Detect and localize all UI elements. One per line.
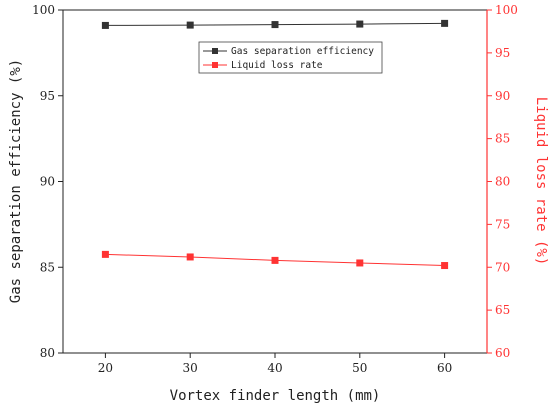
legend-box [198, 41, 383, 74]
legend-marker-liquid [212, 62, 218, 68]
left-y-tick-label: 80 [40, 346, 55, 360]
right-y-axis-title: Liquid loss rate (%) [533, 97, 549, 266]
legend: Gas separation efficiency Liquid loss ra… [198, 41, 383, 74]
data-point-1 [271, 256, 279, 264]
x-axis: 20 30 40 50 60 [98, 353, 452, 375]
left-y-axis: 80 85 90 95 100 [32, 3, 63, 360]
right-y-tick-label: 90 [495, 89, 510, 103]
x-tick-label: 60 [437, 361, 452, 375]
legend-marker-gas [212, 48, 218, 54]
legend-label-gas: Gas separation efficiency [231, 46, 374, 57]
left-y-tick-label: 85 [40, 260, 55, 274]
data-point-0 [271, 21, 279, 29]
left-y-tick-label: 90 [40, 175, 55, 189]
data-point-1 [356, 259, 364, 267]
data-point-1 [441, 262, 449, 270]
legend-label-liquid: Liquid loss rate [231, 60, 323, 71]
right-y-tick-label: 95 [495, 46, 510, 60]
data-point-1 [101, 250, 109, 258]
x-tick-label: 20 [98, 361, 113, 375]
x-tick-label: 40 [267, 361, 282, 375]
left-y-tick-label: 100 [32, 3, 55, 17]
right-y-tick-label: 70 [495, 260, 510, 274]
data-point-1 [186, 253, 194, 261]
left-y-axis-title: Gas separation efficiency (%) [8, 59, 24, 303]
right-y-tick-label: 60 [495, 346, 510, 360]
left-y-tick-label: 95 [40, 89, 55, 103]
data-point-0 [441, 19, 449, 27]
series-layer [101, 19, 449, 270]
data-point-0 [356, 20, 364, 28]
right-y-axis: 60 65 70 75 80 85 90 95 100 [486, 3, 518, 360]
data-point-0 [186, 21, 194, 29]
data-point-0 [101, 21, 109, 29]
x-axis-title: Vortex finder length (mm) [170, 388, 381, 404]
right-y-tick-label: 80 [495, 175, 510, 189]
right-y-tick-label: 85 [495, 132, 510, 146]
x-tick-label: 50 [352, 361, 367, 375]
right-y-tick-label: 75 [495, 217, 510, 231]
right-y-tick-label: 100 [495, 3, 518, 17]
right-y-tick-label: 65 [495, 303, 510, 317]
x-tick-label: 30 [183, 361, 198, 375]
